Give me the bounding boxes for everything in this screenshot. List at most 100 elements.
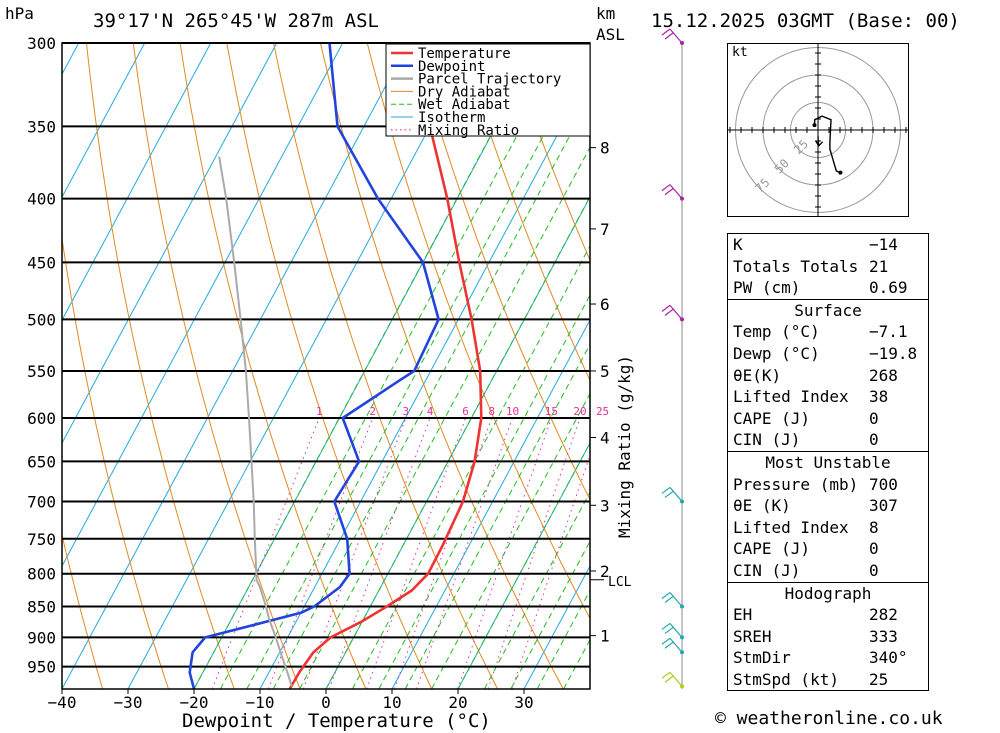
wet-adiabat-line (483, 491, 590, 689)
mixing-ratio-line (393, 417, 493, 689)
surface-row: Dewp (°C) −19.8 (728, 343, 928, 365)
pressure-tick-label: 450 (27, 253, 56, 272)
index-value: 282 (869, 605, 898, 625)
dry-adiabat-line (62, 235, 169, 689)
index-row-pw: PW (cm) 0.69 (728, 277, 928, 299)
wet-adiabat-line (378, 294, 590, 689)
dry-adiabat-line (179, 43, 367, 689)
index-row-k: K −14 (728, 234, 928, 256)
x-tick-label: 10 (382, 693, 401, 712)
mu-row: Pressure (mb) 700 (728, 474, 928, 496)
height-tick-label: 5 (600, 362, 610, 381)
wet-adiabat-line (510, 540, 590, 689)
series-parcel-trajectory (218, 156, 293, 687)
mixing-ratio-line (302, 417, 407, 689)
mixing-ratio-axis-label: Mixing Ratio (g/kg) (615, 355, 634, 538)
series-dewpoint (188, 43, 440, 689)
run-time: 15.12.2025 03GMT (Base: 00) (651, 10, 960, 32)
pressure-tick-label: 750 (27, 530, 56, 549)
wet-adiabat-line (299, 146, 590, 689)
index-value: 0 (869, 408, 879, 428)
index-label: Dewp (°C) (733, 343, 820, 363)
mixing-ratio-line (268, 417, 374, 689)
index-label: Totals Totals (733, 256, 859, 276)
index-row-totals: Totals Totals 21 (728, 256, 928, 278)
hodograph-start (812, 123, 817, 128)
x-tick-label: 0 (321, 693, 331, 712)
wind-barb (661, 304, 683, 320)
x-tick-label: −10 (246, 693, 275, 712)
height-tick-label: 8 (600, 139, 610, 158)
wind-barb (661, 184, 683, 200)
wet-adiabat-line (246, 47, 590, 689)
index-value: 0.69 (869, 278, 908, 298)
index-value: −19.8 (869, 343, 918, 363)
index-label: θE(K) (733, 365, 782, 385)
height-unit-km: km (596, 4, 615, 23)
pressure-tick-label: 650 (27, 452, 56, 471)
hodo-row: EH 282 (728, 604, 928, 626)
index-label: CIN (J) (733, 560, 801, 580)
wind-barb (661, 622, 683, 638)
legend-box (385, 43, 591, 137)
pressure-tick-label: 350 (27, 117, 56, 136)
pressure-tick-label: 600 (27, 409, 56, 428)
wet-adiabat-line (431, 392, 590, 689)
dry-adiabat-line (366, 43, 590, 620)
pressure-tick-label: 500 (27, 310, 56, 329)
surface-row: Temp (°C) −7.1 (728, 321, 928, 343)
index-value: 25 (869, 669, 889, 689)
hodograph-trace (813, 115, 841, 174)
isotherm-line (62, 43, 146, 199)
isotherm-line (0, 43, 13, 689)
height-tick-label: 1 (600, 627, 610, 646)
dry-adiabat-line (132, 43, 301, 689)
index-value: 0 (869, 560, 879, 580)
index-label: StmSpd (kt) (733, 669, 839, 689)
legend-label: Temperature (418, 46, 511, 62)
hodograph-ring-label: 25 (791, 137, 811, 157)
mixing-ratio-line (328, 417, 431, 689)
surface-row: CAPE (J) 0 (728, 408, 928, 430)
hodo-row: StmDir 340° (728, 647, 928, 669)
mu-row: CIN (J) 0 (728, 560, 928, 582)
index-label: Lifted Index (733, 517, 849, 537)
index-value: 0 (869, 539, 879, 559)
mixing-ratio-line (415, 417, 513, 689)
mu-row: Lifted Index 8 (728, 517, 928, 539)
mixing-ratio-line (457, 417, 552, 689)
dry-adiabats (62, 43, 1000, 689)
index-value: 21 (869, 256, 889, 276)
general-indices-table: K −14 Totals Totals 21 PW (cm) 0.69 Surface… (727, 233, 929, 692)
mixing-ratio-label: 8 (488, 405, 495, 418)
mixing-ratio-label: 20 (573, 405, 586, 418)
mixing-ratio-label: 25 (596, 405, 609, 418)
index-value: −14 (869, 235, 898, 254)
dry-adiabat-line (273, 43, 498, 689)
hodograph-storm-motion-arrow (815, 135, 824, 147)
dry-adiabat-line (929, 43, 1000, 689)
hodograph: 25 50 75 kt (727, 43, 909, 217)
x-tick-label: 20 (448, 693, 467, 712)
index-value: −7.1 (869, 322, 908, 342)
height-tick-label: 2 (600, 562, 610, 581)
surface-heading: Surface (728, 298, 928, 322)
dry-adiabat-line (226, 43, 433, 689)
height-tick-label: 3 (600, 496, 610, 515)
index-label: CAPE (J) (733, 408, 811, 428)
mixing-ratio-line (211, 417, 320, 689)
legend-label: Wet Adiabat (418, 97, 511, 113)
copyright-footer[interactable]: © weatheronline.co.uk (715, 708, 943, 729)
wet-adiabat-line (404, 343, 590, 689)
index-value: 38 (869, 387, 889, 407)
mixing-ratio-line (511, 453, 590, 689)
legend-label: Dewpoint (418, 59, 485, 75)
isotherm-line (62, 43, 344, 568)
series-temperature (288, 43, 483, 689)
index-label: K (733, 235, 743, 254)
pressure-tick-label: 900 (27, 628, 56, 647)
index-label: SREH (733, 626, 772, 646)
wet-adiabat-line (351, 244, 590, 689)
